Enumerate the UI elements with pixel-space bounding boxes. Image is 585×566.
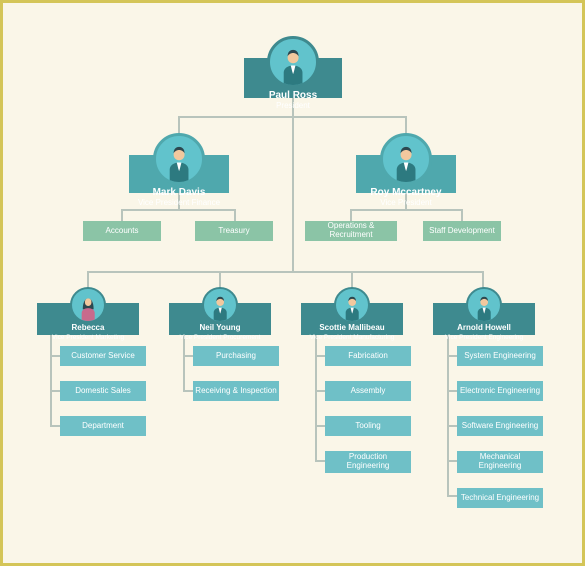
- dept-department: Department: [60, 416, 146, 436]
- vp-engineering-title: Vice President Engineering: [433, 334, 535, 341]
- vp-ops-title: Vice President: [356, 199, 456, 208]
- node-vp-finance: Mark Davis Vice President Finance: [129, 155, 229, 193]
- dept-accounts: Accounts: [83, 221, 161, 241]
- vp-manufacturing-name: Scottie Mallibeau: [301, 324, 403, 333]
- avatar-icon: [163, 143, 195, 182]
- vp-procurement-title: Vice President Procurement: [169, 334, 271, 341]
- org-chart-canvas: Paul Ross President Mark Davis Vice Pres…: [3, 3, 582, 563]
- president-name: Paul Ross: [244, 90, 342, 101]
- node-vp-marketing: Rebecca Vice President Marketing: [37, 303, 139, 335]
- dept-assembly: Assembly: [325, 381, 411, 401]
- vp-finance-name: Mark Davis: [129, 187, 229, 198]
- dept-tooling: Tooling: [325, 416, 411, 436]
- dept-operations: Operations & Recruitment: [305, 221, 397, 241]
- dept-mechanical-eng: Mechanical Engineering: [457, 451, 543, 473]
- dept-domestic-sales: Domestic Sales: [60, 381, 146, 401]
- avatar-icon: [77, 294, 99, 321]
- node-vp-procurement: Neil Young Vice President Procurement: [169, 303, 271, 335]
- dept-fabrication: Fabrication: [325, 346, 411, 366]
- dept-software-eng: Software Engineering: [457, 416, 543, 436]
- avatar-icon: [390, 143, 422, 182]
- vp-marketing-title: Vice President Marketing: [37, 334, 139, 341]
- dept-receiving: Receiving & Inspection: [193, 381, 279, 401]
- dept-treasury: Treasury: [195, 221, 273, 241]
- vp-marketing-name: Rebecca: [37, 324, 139, 333]
- org-chart-frame: Paul Ross President Mark Davis Vice Pres…: [0, 0, 585, 566]
- vp-manufacturing-title: Vice President Manufacturing: [301, 334, 403, 341]
- dept-prod-eng: Production Engineering: [325, 451, 411, 473]
- node-vp-ops: Roy Mccartney Vice President: [356, 155, 456, 193]
- vp-ops-name: Roy Mccartney: [356, 187, 456, 198]
- dept-electronic-eng: Electronic Engineering: [457, 381, 543, 401]
- dept-technical-eng: Technical Engineering: [457, 488, 543, 508]
- dept-system-eng: System Engineering: [457, 346, 543, 366]
- avatar-icon: [473, 294, 495, 321]
- avatar-icon: [277, 46, 309, 85]
- node-president: Paul Ross President: [244, 58, 342, 98]
- node-vp-manufacturing: Scottie Mallibeau Vice President Manufac…: [301, 303, 403, 335]
- vp-engineering-name: Arnold Howell: [433, 324, 535, 333]
- avatar-icon: [341, 294, 363, 321]
- dept-staffdev: Staff Development: [423, 221, 501, 241]
- president-title: President: [244, 102, 342, 111]
- node-vp-engineering: Arnold Howell Vice President Engineering: [433, 303, 535, 335]
- vp-finance-title: Vice President Finance: [129, 199, 229, 208]
- avatar-icon: [209, 294, 231, 321]
- vp-procurement-name: Neil Young: [169, 324, 271, 333]
- dept-customer-service: Customer Service: [60, 346, 146, 366]
- dept-purchasing: Purchasing: [193, 346, 279, 366]
